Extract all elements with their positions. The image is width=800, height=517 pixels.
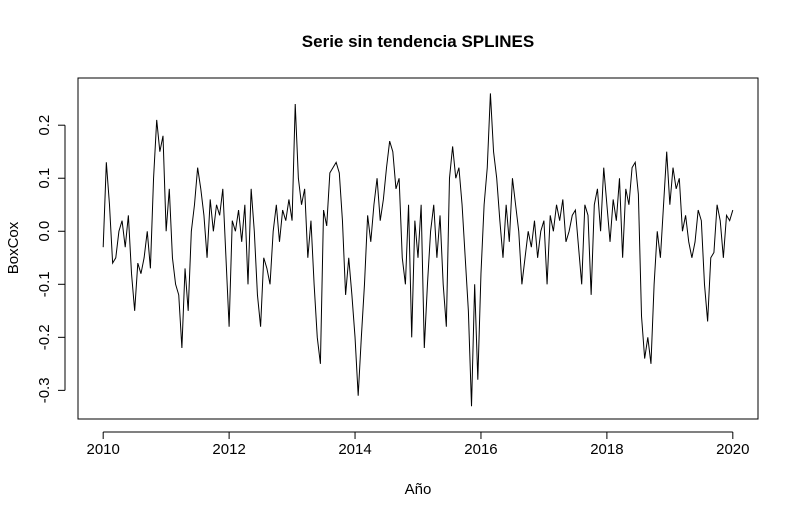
x-axis-label: Año (405, 481, 432, 498)
x-tick-label: 2010 (86, 441, 119, 458)
x-tick-label: 2018 (590, 441, 623, 458)
x-tick-label: 2016 (464, 441, 497, 458)
y-tick-label: -0.1 (36, 271, 53, 297)
y-tick-label: 0.1 (36, 168, 53, 189)
y-tick-label: 0.0 (36, 221, 53, 242)
x-tick-label: 2012 (212, 441, 245, 458)
chart-title: Serie sin tendencia SPLINES (302, 32, 534, 51)
y-tick-label: -0.3 (36, 377, 53, 403)
y-axis-label: BoxCox (5, 221, 22, 274)
data-line (102, 93, 734, 407)
x-tick-label: 2014 (338, 441, 371, 458)
y-tick-label: -0.2 (36, 324, 53, 350)
y-tick-label: 0.2 (36, 115, 53, 136)
plot-box (77, 77, 759, 420)
x-tick-label: 2020 (716, 441, 749, 458)
